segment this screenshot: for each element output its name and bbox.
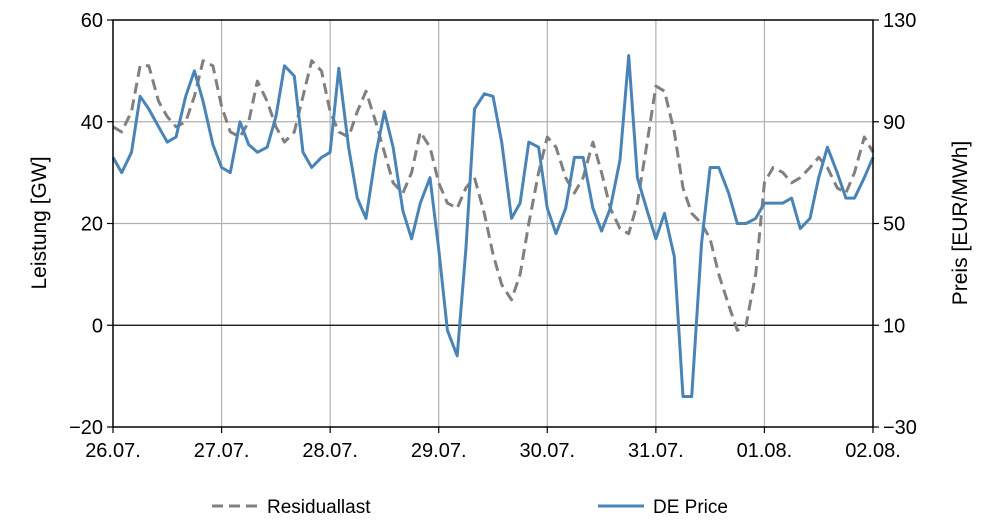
series-lines xyxy=(111,54,875,398)
y-axis-title: Leistung [GW] xyxy=(28,156,51,289)
x-tick-label: 26.07. xyxy=(85,440,141,462)
y-tick-label: 40 xyxy=(81,112,103,134)
x-tick-label: 27.07. xyxy=(194,440,250,462)
legend-label-de-price: DE Price xyxy=(653,497,728,518)
y-tick-label: −20 xyxy=(69,417,103,439)
gridlines xyxy=(113,20,873,427)
y2-tick-label: 90 xyxy=(883,112,905,134)
y2-axis-title: Preis [EUR/MWh] xyxy=(949,141,972,306)
y2-tick-label: −30 xyxy=(883,417,917,439)
y-tick-label: 60 xyxy=(81,10,103,32)
y-tick-label: 20 xyxy=(81,214,103,236)
x-tick-label: 29.07. xyxy=(411,440,467,462)
y-tick-label: 0 xyxy=(92,315,103,337)
x-tick-label: 02.08. xyxy=(845,440,901,462)
x-tick-label: 01.08. xyxy=(737,440,793,462)
y2-tick-label: 50 xyxy=(883,214,905,236)
x-tick-label: 31.07. xyxy=(628,440,684,462)
y2-tick-label: 130 xyxy=(883,10,916,32)
legend: Residuallast DE Price xyxy=(212,497,728,518)
x-tick-label: 28.07. xyxy=(302,440,358,462)
series-line-de-price xyxy=(111,54,875,398)
y2-tick-label: 10 xyxy=(883,315,905,337)
series-line-residuallast xyxy=(112,59,875,332)
axis-ticks: 26.07. 27.07. 28.07. 29.07. 30.07. 31.07. 01.0… xyxy=(69,10,917,462)
x-tick-label: 30.07. xyxy=(519,440,575,462)
legend-label-residuallast: Residuallast xyxy=(267,497,371,518)
